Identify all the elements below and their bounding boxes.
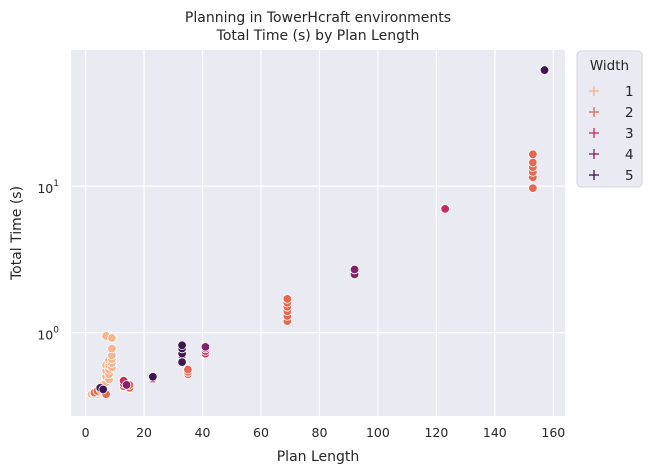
- x-axis-label: Plan Length: [277, 449, 360, 465]
- legend-title: Width: [590, 58, 629, 74]
- legend: Width 1 2 3 4 5: [576, 50, 643, 188]
- data-point: [121, 380, 132, 390]
- grid: [71, 50, 565, 416]
- x-tick-label: 100: [366, 425, 390, 440]
- x-tick-label: 60: [253, 425, 269, 440]
- x-tick-label: 140: [483, 425, 507, 440]
- x-tick-label: 20: [136, 425, 152, 440]
- legend-item: 3: [589, 126, 634, 142]
- legend-label: 4: [625, 147, 634, 163]
- legend-item: 4: [589, 147, 634, 163]
- data-point: [183, 364, 193, 375]
- data-point: [98, 384, 108, 395]
- legend-item: 1: [589, 84, 634, 100]
- data-points: [86, 65, 550, 399]
- data-point: [177, 340, 187, 351]
- chart-subtitle: Total Time (s) by Plan Length: [216, 28, 420, 44]
- data-point: [107, 343, 117, 354]
- legend-label: 5: [625, 168, 634, 184]
- legend-label: 2: [625, 105, 634, 121]
- x-tick-label: 120: [424, 425, 448, 440]
- legend-label: 1: [625, 84, 634, 100]
- x-tick-label: 0: [82, 425, 90, 440]
- legend-item: 2: [589, 105, 634, 121]
- x-tick-label: 40: [195, 425, 211, 440]
- y-axis-ticks: 100 101: [37, 179, 59, 343]
- y-axis-label: Total Time (s): [9, 186, 25, 281]
- data-point: [440, 204, 450, 214]
- data-point: [148, 372, 158, 382]
- data-point: [200, 342, 211, 352]
- data-point: [528, 183, 538, 193]
- y-tick-label: 100: [37, 326, 59, 343]
- data-point: [177, 357, 187, 367]
- legend-box: [576, 50, 643, 188]
- legend-item: 5: [589, 168, 634, 184]
- chart-title: Planning in TowerHcraft environments: [185, 10, 451, 26]
- data-point: [107, 333, 117, 343]
- data-point: [528, 149, 538, 160]
- plot-area: [71, 50, 565, 416]
- x-tick-label: 160: [541, 425, 565, 440]
- x-axis-ticks: 0 20 40 60 80 100 120 140 160: [82, 425, 566, 440]
- data-point: [282, 294, 293, 304]
- data-point: [349, 264, 360, 275]
- y-tick-label: 101: [37, 179, 59, 196]
- data-point: [528, 157, 538, 168]
- legend-label: 3: [625, 126, 634, 142]
- data-point: [539, 65, 550, 75]
- x-tick-label: 80: [312, 425, 328, 440]
